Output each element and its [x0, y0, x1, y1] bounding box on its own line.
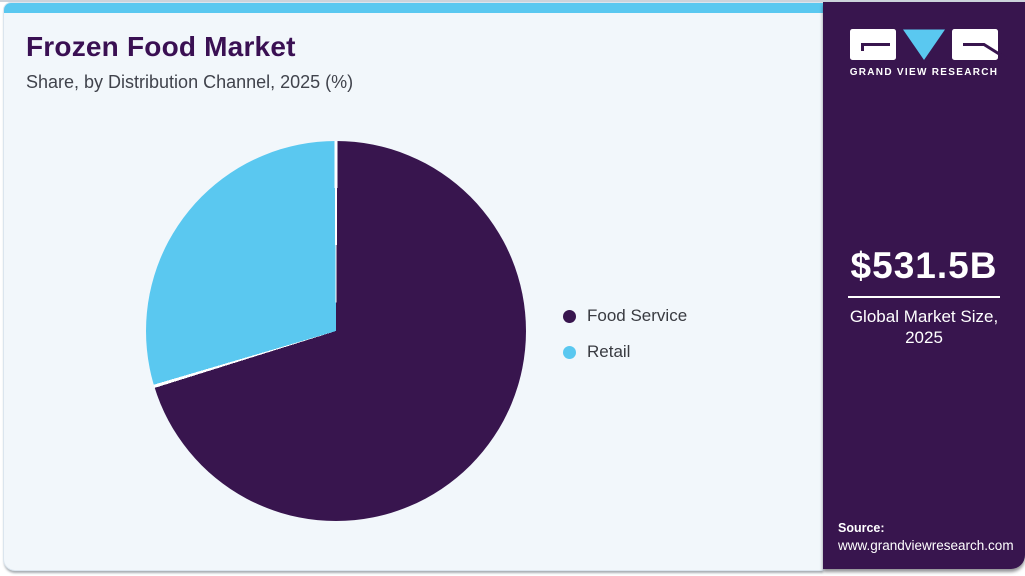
source-block: Source: www.grandviewresearch.com — [838, 521, 1014, 553]
chart-card: Frozen Food Market Share, by Distributio… — [3, 2, 824, 571]
brand-name: GRAND VIEW RESEARCH — [849, 67, 999, 78]
gvr-logo: GRAND VIEW RESEARCH — [823, 29, 1025, 78]
market-size-divider — [848, 296, 1000, 298]
source-label: Source: — [838, 521, 885, 535]
legend-item-retail: Retail — [563, 342, 687, 362]
gvr-logo-icon — [850, 29, 1009, 61]
sidebar: GRAND VIEW RESEARCH $531.5B Global Marke… — [823, 2, 1025, 569]
pie-chart — [146, 141, 526, 521]
chart-header: Frozen Food Market Share, by Distributio… — [26, 31, 353, 93]
market-size-block: $531.5B Global Market Size, 2025 — [823, 245, 1025, 348]
legend-label-retail: Retail — [587, 342, 631, 361]
chart-subtitle: Share, by Distribution Channel, 2025 (%) — [26, 72, 354, 92]
page-title: Frozen Food Market — [26, 31, 296, 62]
legend-dot-retail — [563, 345, 576, 359]
legend-label-food-service: Food Service — [587, 306, 688, 325]
source-url: www.grandviewresearch.com — [838, 538, 1014, 553]
market-size-value: $531.5B — [850, 245, 998, 286]
legend-item-food-service: Food Service — [563, 306, 687, 326]
market-size-caption: Global Market Size, 2025 — [849, 307, 999, 347]
legend-dot-food-service — [563, 309, 576, 323]
legend: Food Service Retail — [563, 306, 687, 362]
accent-topbar — [4, 3, 823, 13]
